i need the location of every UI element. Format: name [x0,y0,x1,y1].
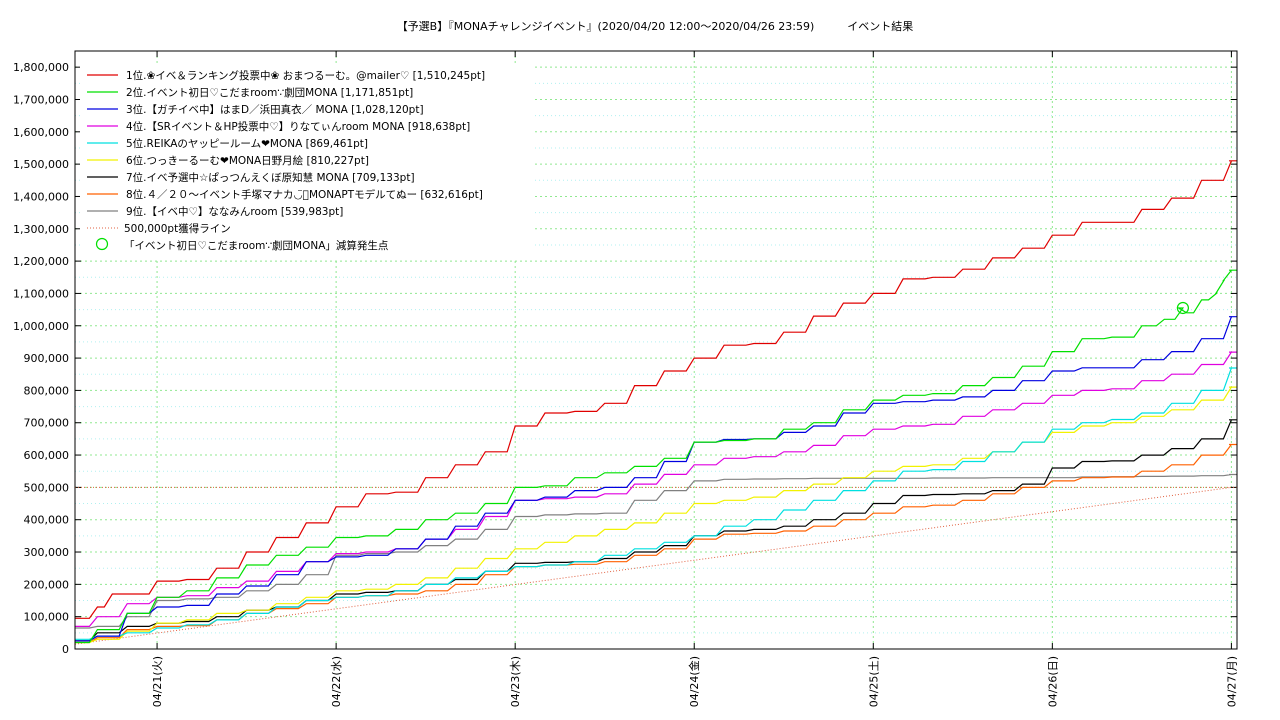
series-line-7 [75,419,1237,642]
series-line-9 [75,473,1237,629]
y-tick-label: 400,000 [24,514,70,527]
x-tick-label: 04/24(金) [687,656,701,707]
plot-frame [74,50,1238,650]
y-tick-label: 0 [62,643,69,656]
y-tick-label: 1,100,000 [13,287,69,300]
y-tick-label: 1,200,000 [13,255,69,268]
x-tick-label: 04/21(火) [151,656,164,707]
x-tick-label: 04/27(月) [1225,656,1238,707]
x-tick-label: 04/22(水) [330,656,343,707]
series-line-4 [75,351,1237,627]
marker-point [1176,301,1190,315]
series-line-5 [75,367,1237,640]
y-tick-label: 1,300,000 [13,223,69,236]
legend: 1位.❀イベ＆ランキング投票中❀ おまつるーむ。@mailer♡ [1,510,… [80,64,535,260]
series-line-6 [75,386,1237,644]
legend-label-marker: 「イベント初日♡こだまroom∵劇団MONA」減算発生点 [124,239,388,252]
legend-label: 2位.イベント初日♡こだまroom∵劇団MONA [1,171,851pt] [126,86,413,99]
x-tick-label: 04/25(土) [867,656,880,707]
y-tick-label: 100,000 [24,611,70,624]
legend-label: 7位.イベ予選中☆ぱっつんえくぼ原知慧 MONA [709,133pt] [126,171,415,184]
legend-label-reference: 500,000pt獲得ライン [124,222,231,235]
y-tick-label: 1,500,000 [13,158,69,171]
x-tick-label: 04/26(日) [1046,656,1059,707]
series-layer [74,160,1237,645]
series-line-2 [75,269,1237,644]
legend-label: 5位.REIKAのヤッピールーム❤MONA [869,461pt] [126,137,368,150]
y-tick-label: 1,800,000 [13,61,69,74]
y-tick-label: 300,000 [24,546,70,559]
y-tick-label: 200,000 [24,578,70,591]
y-tick-label: 1,000,000 [13,320,69,333]
y-tick-label: 1,400,000 [13,190,69,203]
y-tick-label: 900,000 [24,352,70,365]
legend-label: 8位.４／２０〜イベント手塚マナカ◡̈⃝MONAPTモデルてぬー [632,61… [126,188,483,201]
axes: 0 100,000 200,000 300,000 400,000 500,000 600,… [13,51,1238,707]
series-line-3 [75,316,1237,642]
x-tick-label: 04/23(木) [509,656,522,707]
legend-label: 9位.【イベ中♡】ななみんroom [539,983pt] [126,205,343,218]
series-line-8 [75,443,1237,644]
y-tick-label: 800,000 [24,384,70,397]
legend-background [80,64,535,260]
chart-title: 【予選B】『MONAチャレンジイベント』(2020/04/20 12:00〜20… [397,19,914,33]
y-tick-label: 1,700,000 [13,93,69,106]
legend-label: 6位.つっきーるーむ❤MONA日野月絵 [810,227pt] [126,154,369,167]
y-tick-label: 700,000 [24,417,70,430]
y-tick-label: 600,000 [24,449,70,462]
legend-label: 3位.【ガチイベ中】はまD／浜田真衣／ MONA [1,028,120pt] [126,103,424,116]
y-tick-label: 1,600,000 [13,126,69,139]
y-tick-label: 500,000 [24,481,70,494]
legend-swatch-marker [95,237,109,251]
reference-line [74,486,1232,645]
series-line-1 [75,160,1237,619]
legend-label: 4位.【SRイベント＆HP投票中♡】りなてぃんroom MONA [918,63… [126,120,470,133]
legend-label: 1位.❀イベ＆ランキング投票中❀ おまつるーむ。@mailer♡ [1,510,… [126,69,485,82]
